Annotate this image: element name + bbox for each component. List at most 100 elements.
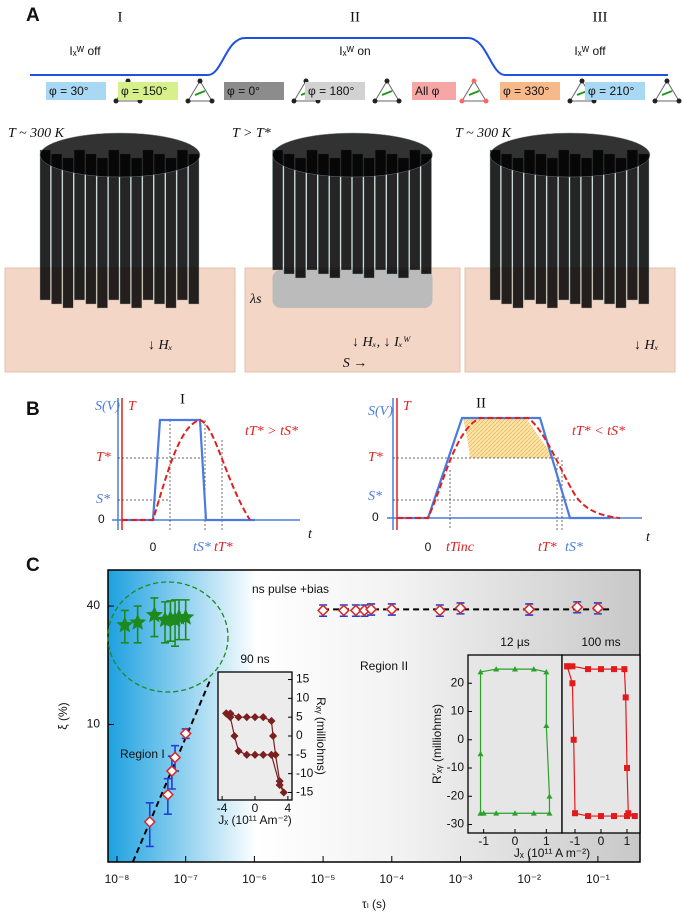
domain	[638, 153, 650, 305]
domain	[546, 157, 558, 309]
inset-y-tick-label: 10	[296, 691, 310, 705]
diamond-marker	[433, 604, 446, 617]
current-label: Iₓᵂ on	[339, 44, 370, 58]
angle-row: φ = 30° φ = 150° φ = 0° φ = 180° All φ φ = 33…	[46, 78, 682, 104]
inset-x-tick-label: 0	[598, 834, 605, 848]
temperature: T > T*	[232, 126, 271, 141]
atom	[197, 78, 203, 84]
y-axis-label: ξ (%)	[56, 702, 70, 729]
diamond-marker	[454, 602, 467, 615]
y-tick-label: 40	[87, 598, 101, 612]
triangle-marker	[512, 810, 518, 816]
x-tick-label: 10⁻¹	[586, 872, 610, 886]
current-pulse	[30, 37, 668, 76]
square-marker	[585, 813, 591, 820]
inset-title: 12 µs	[500, 635, 530, 649]
spin-arrow	[194, 90, 206, 96]
domain	[154, 153, 165, 305]
inset-y-tick-label: -10	[447, 760, 465, 774]
domain	[272, 149, 284, 271]
square-marker	[624, 813, 630, 820]
atom	[384, 78, 390, 84]
y-tick-label: 10	[87, 717, 101, 731]
diamond-marker	[250, 750, 260, 759]
diamond-marker	[242, 750, 251, 759]
x-tick-label: 10⁻⁴	[379, 872, 404, 886]
y-label: T	[403, 399, 412, 414]
square-marker	[622, 694, 629, 701]
inset-frame	[467, 654, 563, 834]
diamond-marker	[267, 750, 276, 759]
atom	[652, 98, 658, 104]
diamond-marker	[161, 788, 174, 801]
inset-x-label: Jₓ (10¹¹ A m⁻²)	[514, 846, 590, 860]
diamond-marker	[259, 750, 268, 759]
atom	[676, 98, 682, 104]
phase: I	[180, 391, 185, 407]
star-marker	[166, 610, 184, 628]
pillars	[4, 132, 676, 373]
angle-box	[585, 82, 645, 100]
diamond-marker	[267, 716, 276, 726]
inset-title: 90 ns	[240, 652, 269, 666]
annotation: ns pulse +bias	[252, 582, 329, 596]
triangle-marker	[546, 810, 553, 816]
atom	[483, 98, 489, 104]
square-marker	[569, 663, 576, 670]
inset-x-tick-label: 0	[252, 801, 259, 815]
annotation: Region II	[360, 659, 408, 673]
inset-y-tick-label: -5	[296, 747, 307, 761]
annotation: Region I	[120, 747, 165, 761]
field-label: ↓ Hₓ	[148, 338, 173, 353]
diamond-marker	[279, 788, 288, 797]
inset-y-tick-label: 5	[296, 709, 303, 723]
angle-label: φ = 330°	[503, 84, 549, 98]
pillar-top	[489, 132, 651, 178]
diamond-marker	[275, 780, 284, 790]
inset-title: 100 ms	[581, 635, 620, 649]
atom	[664, 78, 670, 84]
diamond-marker	[269, 731, 278, 741]
guide	[393, 457, 580, 530]
shaded	[463, 418, 555, 458]
t-curve	[122, 418, 251, 521]
gray-layer	[272, 270, 433, 308]
domain	[489, 149, 501, 301]
square-marker	[611, 813, 617, 820]
angle-box	[500, 82, 560, 100]
spin-triangle	[461, 80, 487, 102]
x-label: t	[646, 530, 651, 545]
square-marker	[572, 810, 578, 817]
level: S*	[368, 489, 382, 504]
current-label: Iₓᵂ off	[69, 44, 101, 58]
square-marker	[570, 736, 577, 743]
time: tT*	[538, 540, 557, 555]
angle-label: φ = 0°	[227, 84, 260, 98]
atom	[185, 98, 191, 104]
time: 0	[150, 540, 157, 554]
y-label: S(V)	[368, 404, 393, 419]
phase: I	[118, 9, 123, 25]
inset-y-tick-label: 10	[451, 704, 465, 718]
atom	[396, 98, 402, 104]
phase: II	[350, 9, 360, 25]
triangle-marker	[543, 668, 550, 675]
square-marker	[598, 813, 604, 820]
diamond-marker	[571, 601, 584, 614]
atom	[471, 78, 477, 84]
domain	[581, 157, 593, 309]
angle-box	[305, 82, 365, 100]
inset-x-tick-label: -4	[217, 801, 228, 815]
diamond-marker	[242, 713, 251, 722]
relation: tT* > tS*	[245, 424, 298, 439]
spin-triangle	[374, 80, 400, 102]
diamond-marker	[365, 603, 378, 616]
domain	[626, 149, 638, 301]
angle-label: φ = 150°	[121, 84, 167, 98]
domain	[615, 157, 627, 309]
triangle-marker	[546, 793, 553, 799]
angle-label: φ = 180°	[308, 84, 354, 98]
diamond-marker	[337, 604, 350, 617]
atom	[579, 78, 585, 84]
